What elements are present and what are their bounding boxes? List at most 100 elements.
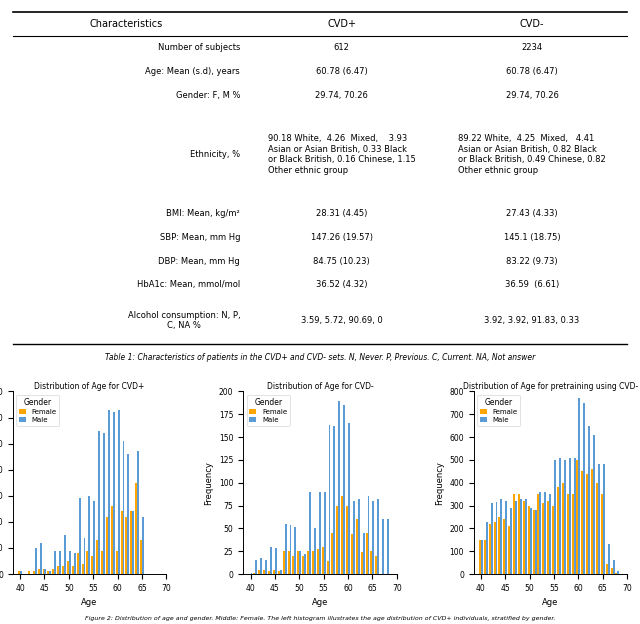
Bar <box>57 566 59 574</box>
Bar <box>346 505 348 574</box>
Bar <box>506 501 508 574</box>
Bar <box>113 412 115 574</box>
Text: CVD-: CVD- <box>520 19 544 29</box>
Bar <box>577 460 579 574</box>
Bar <box>52 569 54 574</box>
Bar <box>116 550 118 574</box>
Text: Gender: F, M %: Gender: F, M % <box>175 91 240 100</box>
Bar <box>131 512 132 574</box>
Bar <box>358 499 360 574</box>
Bar <box>304 554 306 574</box>
Text: 89.22 White,  4.25  Mixed,   4.41
Asian or Asian British, 0.82 Black
or Black Br: 89.22 White, 4.25 Mixed, 4.41 Asian or A… <box>458 134 606 175</box>
Y-axis label: Frequency: Frequency <box>435 461 444 505</box>
Bar <box>260 558 262 574</box>
Bar <box>45 569 47 574</box>
Bar <box>479 540 481 574</box>
Text: BMI: Mean, kg/m²: BMI: Mean, kg/m² <box>166 209 240 218</box>
Bar <box>573 457 575 574</box>
Bar <box>33 572 35 574</box>
Bar <box>285 524 287 574</box>
Bar <box>314 529 316 574</box>
Bar <box>513 494 515 574</box>
Bar <box>530 508 532 574</box>
Bar <box>341 497 343 574</box>
Text: Age: Mean (s.d), years: Age: Mean (s.d), years <box>145 67 240 76</box>
Bar <box>326 562 328 574</box>
Bar <box>319 492 321 574</box>
Bar <box>300 551 301 574</box>
Bar <box>122 441 124 574</box>
Bar <box>523 501 525 574</box>
Bar <box>611 568 612 574</box>
Title: Distribution of Age for pretraining using CVD-: Distribution of Age for pretraining usin… <box>463 382 638 391</box>
Bar <box>572 494 573 574</box>
Text: 27.43 (4.33): 27.43 (4.33) <box>506 209 558 218</box>
X-axis label: Age: Age <box>312 598 328 607</box>
Bar <box>588 426 590 574</box>
Bar <box>500 499 502 574</box>
Bar <box>339 401 340 574</box>
Bar <box>322 547 324 574</box>
Text: 145.1 (18.75): 145.1 (18.75) <box>504 233 560 242</box>
Bar <box>253 573 255 574</box>
Bar <box>294 527 296 574</box>
Bar <box>518 494 520 574</box>
Text: 36.59  (6.61): 36.59 (6.61) <box>505 280 559 290</box>
Bar <box>98 431 100 574</box>
Bar <box>528 505 530 574</box>
Bar <box>88 496 90 574</box>
Bar <box>581 471 583 574</box>
Bar <box>351 534 353 574</box>
Text: 3.92, 3.92, 91.83, 0.33: 3.92, 3.92, 91.83, 0.33 <box>484 316 580 325</box>
Bar <box>559 457 561 574</box>
Bar <box>250 573 252 574</box>
Text: 28.31 (4.45): 28.31 (4.45) <box>316 209 367 218</box>
Bar <box>263 570 265 574</box>
Bar <box>20 572 22 574</box>
Bar <box>125 517 127 574</box>
Text: 147.26 (19.57): 147.26 (19.57) <box>310 233 372 242</box>
Bar <box>86 550 88 574</box>
Bar <box>608 544 610 574</box>
Bar <box>79 499 81 574</box>
Bar <box>552 505 554 574</box>
Bar <box>317 549 319 574</box>
Bar <box>503 519 506 574</box>
Text: Table 1: Characteristics of patients in the CVD+ and CVD- sets. N, Never. P, Pre: Table 1: Characteristics of patients in … <box>105 353 535 362</box>
Bar <box>280 570 282 574</box>
Bar <box>302 556 304 574</box>
Legend: Female, Male: Female, Male <box>16 395 60 426</box>
Bar <box>363 533 365 574</box>
Bar <box>332 533 333 574</box>
Bar <box>69 550 71 574</box>
Text: 60.78 (6.47): 60.78 (6.47) <box>316 67 367 76</box>
Bar <box>59 550 61 574</box>
Bar <box>612 560 614 574</box>
Bar <box>569 457 571 574</box>
Bar <box>564 460 566 574</box>
Bar <box>137 451 139 574</box>
Bar <box>583 403 585 574</box>
Bar <box>49 572 51 574</box>
Bar <box>554 460 556 574</box>
Bar <box>74 553 76 574</box>
Bar <box>567 494 569 574</box>
Bar <box>598 464 600 574</box>
Bar <box>28 572 30 574</box>
Legend: Female, Male: Female, Male <box>477 395 520 426</box>
Legend: Female, Male: Female, Male <box>246 395 290 426</box>
X-axis label: Age: Age <box>542 598 559 607</box>
Bar <box>361 552 363 574</box>
Bar <box>35 548 36 574</box>
Bar <box>298 551 300 574</box>
Bar <box>287 551 289 574</box>
Bar <box>47 572 49 574</box>
Bar <box>353 501 355 574</box>
Bar <box>493 522 495 574</box>
Bar <box>103 433 105 574</box>
Bar <box>289 525 291 574</box>
Bar <box>534 510 536 574</box>
Title: Distribution of Age for CVD+: Distribution of Age for CVD+ <box>35 382 145 391</box>
Bar <box>547 501 549 574</box>
Bar <box>538 494 540 574</box>
